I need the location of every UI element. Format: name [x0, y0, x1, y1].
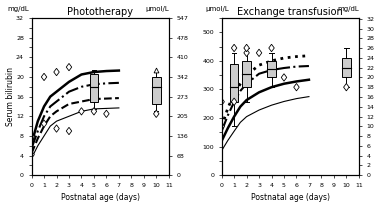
Text: mg/dL: mg/dL [7, 6, 28, 12]
Bar [267, 61, 276, 77]
Polygon shape [219, 98, 225, 105]
Polygon shape [54, 68, 59, 76]
Polygon shape [294, 83, 299, 91]
Bar [152, 77, 161, 104]
Polygon shape [219, 123, 225, 130]
Polygon shape [29, 133, 34, 141]
Title: Phototherapy: Phototherapy [67, 7, 133, 17]
Polygon shape [54, 125, 59, 132]
Polygon shape [41, 120, 47, 127]
Polygon shape [41, 73, 47, 81]
Polygon shape [231, 98, 237, 105]
Polygon shape [244, 44, 249, 52]
Polygon shape [91, 108, 97, 115]
Bar [90, 74, 98, 102]
Polygon shape [281, 74, 287, 81]
Polygon shape [231, 44, 237, 52]
Text: μmol/L: μmol/L [205, 6, 229, 12]
Title: Exchange transfusion: Exchange transfusion [238, 7, 343, 17]
Polygon shape [79, 108, 84, 115]
Text: μmol/L: μmol/L [145, 6, 169, 12]
Bar [342, 58, 351, 77]
Polygon shape [344, 83, 349, 91]
Polygon shape [244, 49, 249, 57]
Polygon shape [154, 110, 159, 118]
Polygon shape [29, 151, 34, 158]
Bar [242, 61, 251, 87]
Polygon shape [256, 49, 262, 57]
Text: mg/dL: mg/dL [337, 6, 359, 12]
Polygon shape [269, 44, 274, 52]
Bar [230, 64, 239, 102]
Polygon shape [66, 63, 72, 71]
X-axis label: Postnatal age (days): Postnatal age (days) [61, 193, 140, 202]
Y-axis label: Serum bilirubin: Serum bilirubin [6, 67, 14, 126]
Polygon shape [66, 127, 72, 135]
X-axis label: Postnatal age (days): Postnatal age (days) [251, 193, 330, 202]
Polygon shape [104, 110, 109, 118]
